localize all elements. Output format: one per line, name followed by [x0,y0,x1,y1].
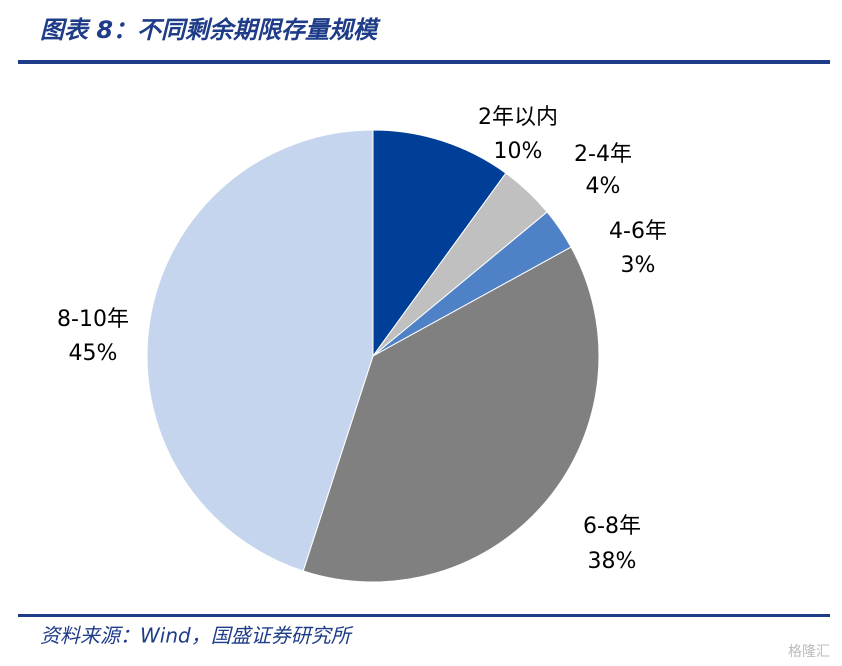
pie-slice [302,246,600,583]
slice-label: 2年以内 [478,105,558,130]
value-label: 3% [621,253,656,278]
value-label: 38% [588,549,637,574]
slice-label: 8-10年 [57,307,129,332]
chart-title: 图表 8：不同剩余期限存量规模 [40,16,381,44]
pie-slice [372,129,507,358]
pie-slice [146,129,374,572]
value-label: 45% [69,341,118,366]
watermark: 格隆汇 [788,644,830,660]
value-label: 4% [586,174,621,199]
slice-label: 2-4年 [574,142,632,167]
pie [146,129,600,583]
source: 资料来源：Wind，国盛证券研究所 [40,624,354,648]
title-rule [18,60,830,64]
slice-label: 6-8年 [583,514,641,539]
value-label: 10% [494,139,543,164]
source-rule [18,614,830,617]
slice-label: 4-6年 [609,219,667,244]
